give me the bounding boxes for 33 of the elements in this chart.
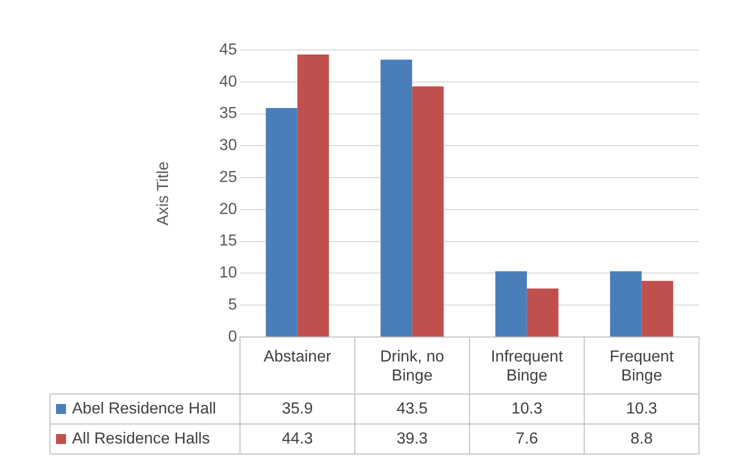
y-tick-label: 30 <box>219 137 238 154</box>
bar <box>380 60 412 336</box>
y-tick-label: 15 <box>219 232 238 250</box>
x-tick-label: Frequent Binge <box>610 348 674 384</box>
y-tick-label: 35 <box>219 105 238 122</box>
y-tick-label: 45 <box>219 41 238 58</box>
bar <box>610 271 642 336</box>
bar <box>526 288 558 336</box>
bar <box>412 86 444 336</box>
data-label: 35.9 <box>282 400 314 418</box>
bar <box>495 271 527 336</box>
data-label: 7.6 <box>516 430 538 448</box>
y-tick-label: 40 <box>219 73 238 90</box>
x-tick-label: Drink, no Binge <box>380 348 444 384</box>
y-axis-title: Axis Title <box>155 161 172 226</box>
x-tick-label: Abstainer <box>264 348 332 366</box>
legend-label: Abel Residence Hall <box>72 400 216 418</box>
y-tick-label: 5 <box>228 296 238 314</box>
legend-label: All Residence Halls <box>72 430 210 448</box>
data-label: 39.3 <box>396 430 428 448</box>
bar <box>297 54 329 336</box>
bar <box>266 108 298 336</box>
data-label: 43.5 <box>396 400 428 418</box>
data-label: 10.3 <box>626 400 658 418</box>
y-tick-label: 20 <box>219 200 238 218</box>
bar <box>642 280 674 336</box>
y-tick-label: 10 <box>219 264 238 282</box>
data-label: 10.3 <box>511 400 543 418</box>
y-tick-label: 0 <box>228 328 238 346</box>
data-label: 8.8 <box>630 430 653 448</box>
y-tick-label: 25 <box>219 168 238 186</box>
data-label: 44.3 <box>282 430 314 448</box>
x-tick-label: Infrequent Binge <box>490 348 564 384</box>
